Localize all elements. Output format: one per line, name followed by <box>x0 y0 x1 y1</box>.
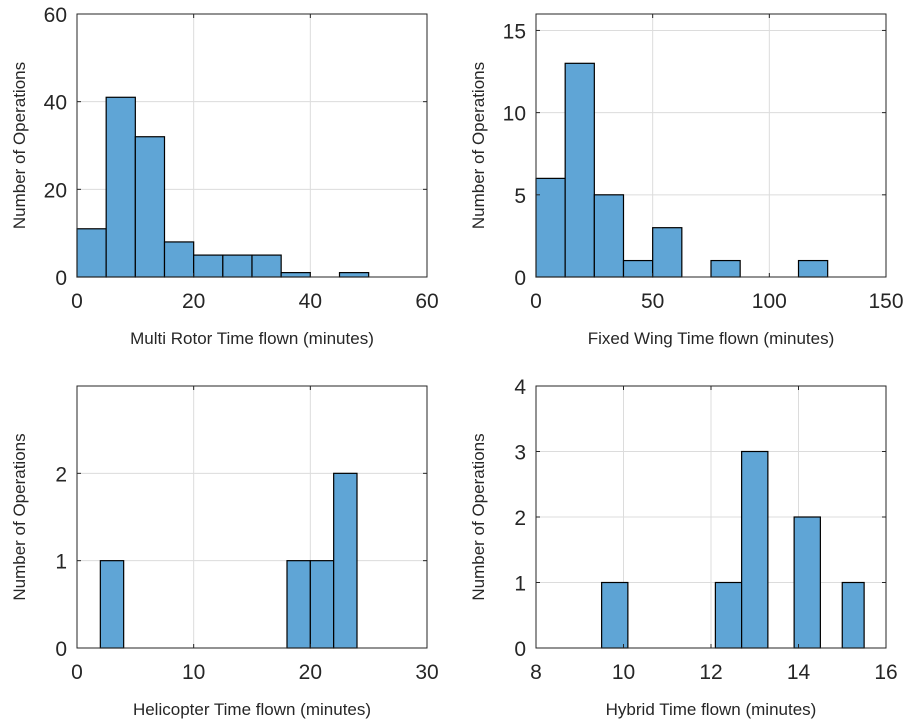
hybrid-histogram-bar <box>842 583 864 649</box>
hybrid-x-tick-label: 12 <box>699 661 722 684</box>
hybrid-x-tick-label: 14 <box>787 661 811 684</box>
fixed-wing-y-tick-label: 15 <box>503 20 526 43</box>
fixed-wing-histogram-bar <box>653 228 682 277</box>
fixed-wing-y-tick-label: 0 <box>514 267 526 290</box>
fixed-wing-histogram: 0 50 100 150 0 5 10 15 Fixed Wing Time flown (mi… <box>469 14 904 348</box>
helicopter-y-tick-label: 2 <box>55 463 67 486</box>
fixed-wing-histogram-bar <box>536 178 565 277</box>
multi-rotor-x-axis-label: Multi Rotor Time flown (minutes) <box>130 329 374 348</box>
hybrid-y-tick-label: 2 <box>514 507 526 530</box>
helicopter-histogram-bar <box>334 473 357 648</box>
fixed-wing-x-tick-label: 50 <box>641 290 664 313</box>
helicopter-x-tick-label: 10 <box>182 661 205 684</box>
fixed-wing-histogram-bar <box>711 261 740 277</box>
multi-rotor-histogram-bar <box>194 255 223 277</box>
fixed-wing-y-tick-label: 5 <box>514 185 526 208</box>
hybrid-y-tick-label: 0 <box>514 638 526 661</box>
helicopter-x-tick-label: 20 <box>299 661 322 684</box>
multi-rotor-x-tick-label: 40 <box>299 290 322 313</box>
helicopter-x-axis-label: Helicopter Time flown (minutes) <box>133 700 371 719</box>
hybrid-y-tick-label: 4 <box>514 376 526 399</box>
helicopter-y-tick-label: 1 <box>55 551 67 574</box>
helicopter-histogram-bar <box>310 561 333 648</box>
multi-rotor-histogram-bar <box>77 229 106 277</box>
helicopter-histogram-bar <box>100 561 123 648</box>
hybrid-y-tick-label: 1 <box>514 573 526 596</box>
multi-rotor-histogram-bar <box>340 273 369 277</box>
multi-rotor-x-tick-label: 60 <box>415 290 438 313</box>
multi-rotor-histogram-bar <box>106 97 135 277</box>
hybrid-x-tick-label: 16 <box>874 661 897 684</box>
fixed-wing-histogram-bar <box>565 63 594 277</box>
hybrid-histogram-bar <box>715 583 741 649</box>
multi-rotor-x-tick-label: 0 <box>71 290 83 313</box>
helicopter-y-tick-label: 0 <box>55 638 67 661</box>
multi-rotor-histogram-bar <box>165 242 194 277</box>
multi-rotor-y-tick-label: 40 <box>44 92 67 115</box>
hybrid-x-tick-label: 8 <box>530 661 542 684</box>
hybrid-y-tick-label: 3 <box>514 442 526 465</box>
multi-rotor-histogram-bar <box>223 255 252 277</box>
hybrid-x-tick-label: 10 <box>612 661 635 684</box>
multi-rotor-y-tick-label: 60 <box>44 4 67 27</box>
hybrid-histogram-bar <box>742 452 768 649</box>
multi-rotor-y-tick-label: 0 <box>55 267 67 290</box>
hybrid-histogram-bar <box>602 583 628 649</box>
helicopter-histogram: 0 10 20 30 0 1 2 Helicopter Time flown (minutes… <box>10 386 439 719</box>
helicopter-x-tick-label: 30 <box>415 661 438 684</box>
hybrid-histogram-bar <box>794 517 820 648</box>
fixed-wing-x-tick-label: 150 <box>868 290 903 313</box>
multi-rotor-x-tick-label: 20 <box>182 290 205 313</box>
fixed-wing-histogram-bar <box>594 195 623 277</box>
multi-rotor-histogram-bar <box>281 273 310 277</box>
helicopter-histogram-bar <box>287 561 310 648</box>
multi-rotor-y-tick-label: 20 <box>44 179 67 202</box>
multi-rotor-histogram-bar <box>252 255 281 277</box>
fixed-wing-histogram-bar <box>799 261 828 277</box>
fixed-wing-y-tick-label: 10 <box>503 103 526 126</box>
helicopter-x-tick-label: 0 <box>71 661 83 684</box>
hybrid-x-axis-label: Hybrid Time flown (minutes) <box>606 700 817 719</box>
fixed-wing-x-tick-label: 100 <box>752 290 787 313</box>
multi-rotor-histogram-bar <box>135 137 164 277</box>
helicopter-axes-box <box>77 386 427 648</box>
multi-rotor-y-axis-label: Number of Operations <box>10 62 29 229</box>
multi-rotor-histogram: 0 20 40 60 0 20 40 60 Multi Rotor Time flown (mi… <box>10 4 439 348</box>
fixed-wing-histogram-bar <box>624 261 653 277</box>
helicopter-y-axis-label: Number of Operations <box>10 433 29 600</box>
fixed-wing-y-axis-label: Number of Operations <box>469 62 488 229</box>
fixed-wing-x-tick-label: 0 <box>530 290 542 313</box>
hybrid-y-axis-label: Number of Operations <box>469 433 488 600</box>
fixed-wing-x-axis-label: Fixed Wing Time flown (minutes) <box>588 329 835 348</box>
